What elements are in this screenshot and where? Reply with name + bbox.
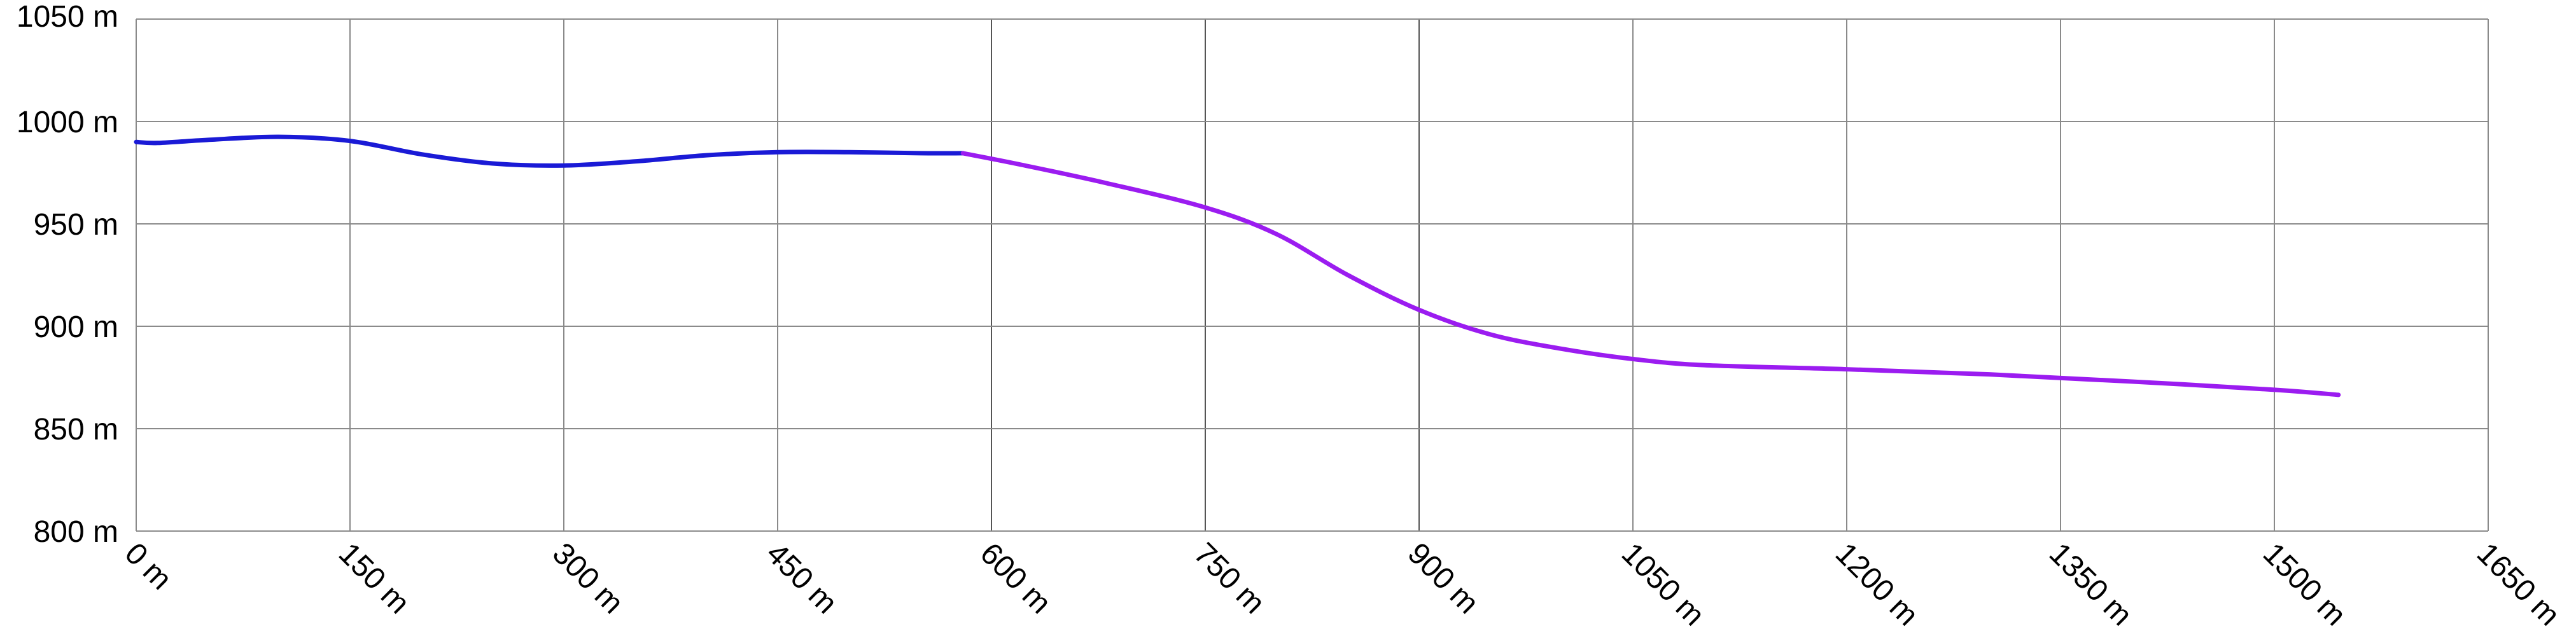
y-tick-label: 1000 m <box>17 106 118 139</box>
x-tick-label: 1200 m <box>1829 537 1925 633</box>
x-tick-label: 900 m <box>1401 537 1485 621</box>
y-tick-label: 950 m <box>34 208 118 242</box>
x-tick-label: 1050 m <box>1615 537 1711 633</box>
x-tick-label: 300 m <box>546 537 630 621</box>
x-tick-label: 600 m <box>974 537 1058 621</box>
y-tick-label: 800 m <box>34 515 118 549</box>
elevation-line-blue <box>134 134 965 168</box>
y-tick-label: 850 m <box>34 413 118 446</box>
x-tick-label: 1350 m <box>2043 537 2139 633</box>
y-tick-label: 1050 m <box>17 0 118 34</box>
x-tick-label: 0 m <box>118 537 178 597</box>
x-tick-label: 1650 m <box>2470 537 2566 633</box>
x-tick-label: 150 m <box>332 537 416 621</box>
elevation-line-purple <box>960 151 2341 398</box>
x-tick-label: 1500 m <box>2257 537 2353 633</box>
y-tick-label: 900 m <box>34 310 118 344</box>
x-tick-label: 750 m <box>1187 537 1271 621</box>
x-tick-label: 450 m <box>760 537 844 621</box>
